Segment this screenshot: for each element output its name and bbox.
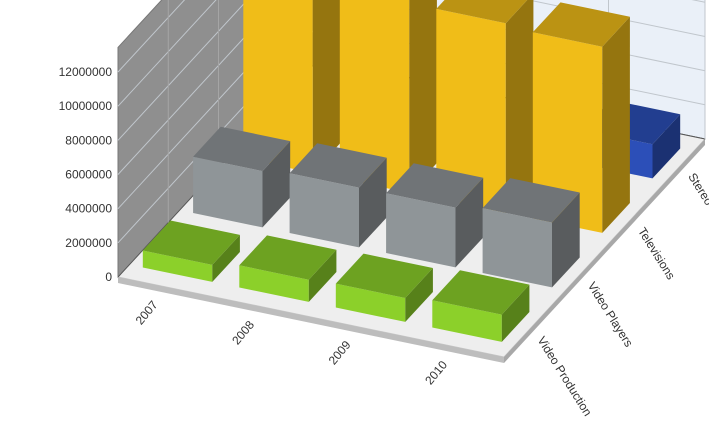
series-axis-label: Stereo Systems — [685, 170, 709, 249]
bar — [339, 0, 437, 193]
y-tick-label: 12000000 — [59, 65, 113, 79]
bar — [335, 253, 433, 322]
bar-front-face — [239, 265, 309, 302]
series-axis-label: Video Players — [585, 279, 636, 349]
x-tick-label: 2009 — [326, 338, 354, 368]
bar-front-face — [482, 208, 552, 288]
bar-side-face — [552, 192, 580, 288]
x-tick-label: 2010 — [422, 358, 450, 388]
bar-front-face — [142, 250, 213, 282]
bar-top-face — [532, 2, 630, 47]
y-axis-tick-labels: 0 2000000 4000000 6000000 8000000 10000000 120… — [59, 65, 113, 284]
bar-front-face — [243, 0, 313, 173]
bar-front-face — [339, 0, 410, 193]
bar-top-face — [432, 270, 530, 315]
bar-side-face — [501, 284, 530, 342]
series-axis-label: Televisions — [635, 225, 678, 282]
bar — [243, 0, 341, 173]
bar-front-face — [193, 156, 263, 228]
bar — [482, 178, 580, 288]
floor-edge-right — [504, 139, 705, 363]
bar-side-face — [262, 141, 291, 228]
bar-top-face — [193, 126, 291, 172]
y-tick-label: 10000000 — [59, 99, 113, 113]
y-tick-label: 0 — [105, 270, 112, 284]
bar-side-face — [312, 0, 341, 173]
bar-front-face — [532, 32, 603, 233]
gridline — [117, 0, 217, 107]
bar — [436, 0, 534, 213]
floor-edge-front — [118, 277, 504, 363]
bar-top-face — [386, 163, 484, 208]
y-tick-label: 6000000 — [65, 168, 112, 182]
bar-side-face — [405, 268, 433, 322]
bar-front-face — [289, 173, 359, 248]
bar — [193, 126, 291, 228]
bar-side-face — [409, 0, 437, 193]
bar — [142, 220, 240, 282]
bar — [386, 163, 484, 268]
bar — [432, 270, 530, 342]
bar-side-face — [505, 0, 534, 213]
bar-top-face — [436, 0, 528, 24]
bar-side-face — [308, 249, 337, 302]
bar — [289, 143, 387, 248]
bar-front-face — [432, 300, 502, 342]
bar-top-face — [239, 235, 337, 280]
bar-top-face — [289, 143, 387, 188]
bar-top-face — [482, 178, 580, 223]
bars — [142, 0, 681, 342]
bar — [239, 235, 337, 302]
bar-side-face — [602, 16, 630, 233]
bar-front-face — [386, 193, 456, 268]
bar-top-face — [335, 253, 433, 298]
series-axis-label: Video Production — [535, 334, 595, 419]
bar-side-face — [212, 234, 240, 282]
bar-side-face — [359, 157, 387, 248]
bar-side-face — [455, 177, 484, 268]
bar-side-face — [652, 114, 681, 179]
bar-front-face — [436, 8, 506, 213]
gridline — [117, 0, 706, 141]
bar-top-face — [142, 220, 240, 265]
bar — [532, 2, 630, 233]
bar-front-face — [335, 283, 406, 322]
y-tick-label: 8000000 — [65, 133, 112, 147]
x-tick-label: 2008 — [229, 318, 257, 348]
x-tick-label: 2007 — [133, 298, 161, 328]
y-tick-label: 2000000 — [65, 236, 112, 250]
y-tick-label: 4000000 — [65, 202, 112, 216]
